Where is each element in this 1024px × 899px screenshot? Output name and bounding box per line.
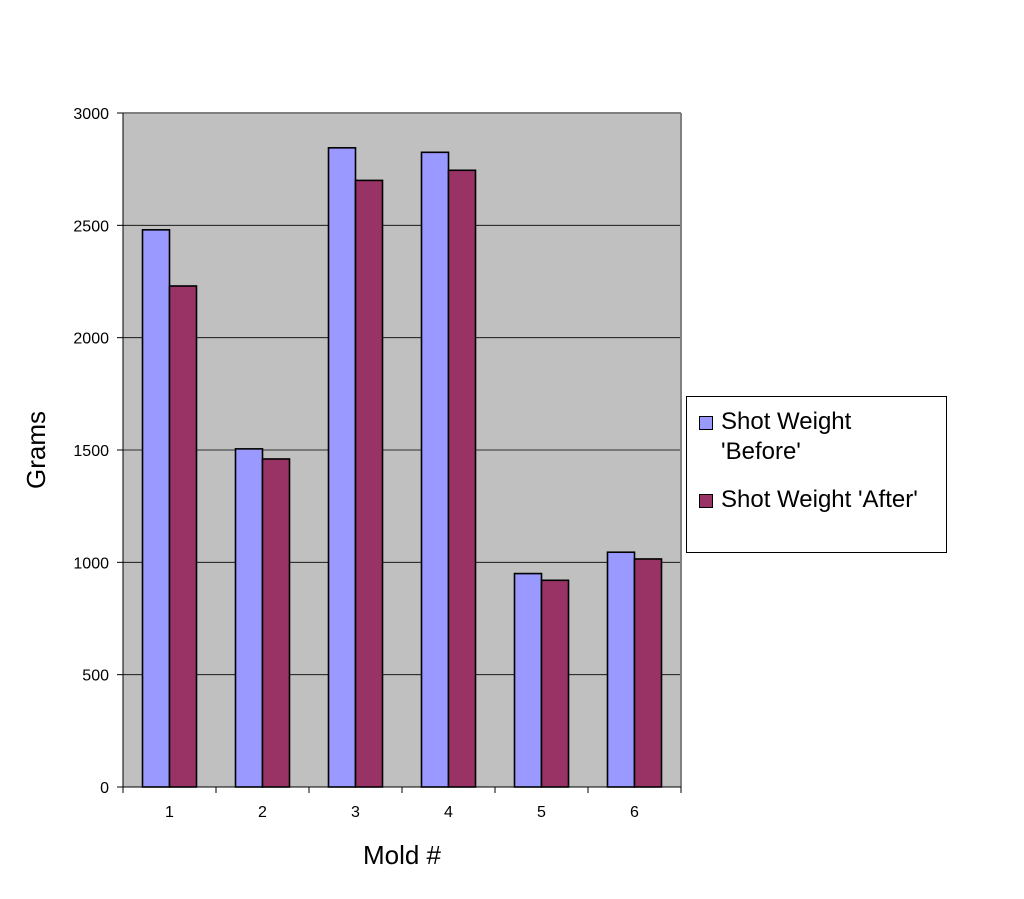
bar-after-mold-3: [354, 179, 384, 788]
bar-after-mold-4: [447, 169, 477, 788]
bar-after-mold-1: [168, 285, 198, 788]
x-tick-label: 2: [258, 804, 267, 821]
bar-before-mold-6: [606, 551, 636, 788]
y-tick-label: 0: [100, 780, 109, 797]
legend-item-after: Shot Weight 'After': [699, 485, 944, 515]
y-axis-title: Grams: [21, 411, 51, 489]
axes: 0 500 1000 1500 2000 2500 3000 1 2 3 4 5 6: [73, 106, 682, 821]
gridlines: [123, 224, 681, 676]
legend-item-before: Shot Weight 'Before': [699, 407, 899, 467]
x-tick-label: 1: [165, 804, 174, 821]
x-tick-label: 6: [630, 804, 639, 821]
y-tick-label: 1000: [73, 555, 109, 572]
legend-swatch-before: [699, 416, 713, 430]
x-axis-title: Mold #: [363, 840, 442, 870]
bar-after-mold-6: [633, 558, 663, 788]
chart-legend: Shot Weight 'Before' Shot Weight 'After': [686, 396, 947, 553]
legend-label-after: Shot Weight 'After': [721, 486, 918, 513]
bar-after-mold-5: [540, 579, 570, 788]
bars: [141, 147, 663, 788]
bar-before-mold-4: [420, 151, 450, 788]
y-tick-label: 2500: [73, 218, 109, 235]
y-tick-label: 1500: [73, 443, 109, 460]
legend-swatch-after: [699, 494, 713, 508]
x-tick-label: 5: [537, 804, 546, 821]
y-tick-label: 2000: [73, 331, 109, 348]
y-tick-label: 3000: [73, 106, 109, 123]
y-tick-label: 500: [82, 668, 109, 685]
legend-label-before: Shot Weight 'Before': [721, 408, 852, 465]
bar-before-mold-3: [327, 147, 357, 788]
bar-after-mold-2: [261, 458, 291, 788]
bar-before-mold-5: [513, 572, 543, 788]
bar-before-mold-1: [141, 229, 171, 788]
bar-before-mold-2: [234, 448, 264, 788]
x-tick-label: 3: [351, 804, 360, 821]
x-tick-label: 4: [444, 804, 453, 821]
